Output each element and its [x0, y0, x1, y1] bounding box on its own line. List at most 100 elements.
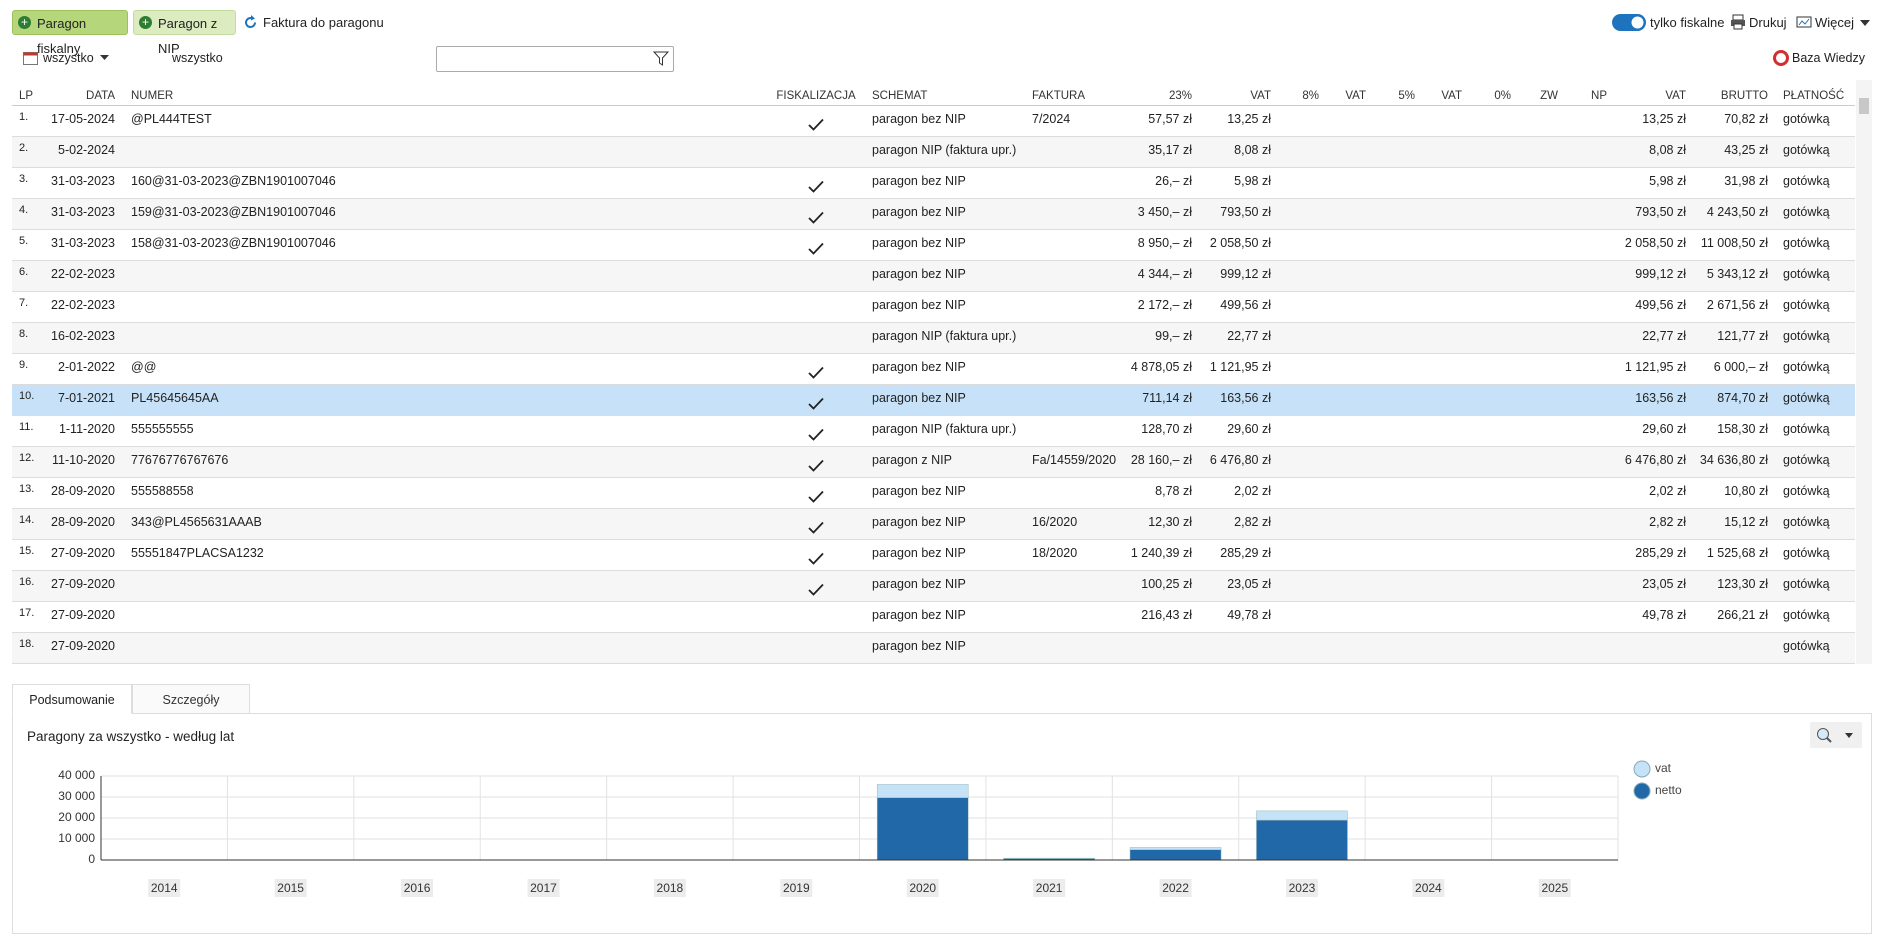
table-row[interactable]: 16. 27-09-2020 paragon bez NIP 100,25 zł 23,…: [12, 571, 1855, 602]
cell: 11-10-2020: [51, 453, 115, 467]
table-row[interactable]: 13. 28-09-2020 555588558 paragon bez NIP 8,7…: [12, 478, 1855, 509]
cell: 49,78 zł: [1227, 608, 1271, 622]
cell: @@: [131, 360, 157, 374]
cell: gotówką: [1783, 267, 1830, 281]
column-header: VAT: [1665, 90, 1686, 102]
button[interactable]: + Paragon z NIP: [133, 10, 236, 56]
cell: 285,29 zł: [1635, 546, 1686, 560]
cell: 28 160,– zł: [1130, 453, 1192, 467]
table-row[interactable]: 7. 22-02-2023 paragon bez NIP 2 172,– zł 499…: [12, 292, 1855, 323]
table-row[interactable]: 8. 16-02-2023 paragon NIP (faktura upr.) 99…: [12, 323, 1855, 354]
table-row[interactable]: 9. 2-01-2022 @@ paragon bez NIP 4 878,05 zł 1…: [12, 354, 1855, 385]
cell: 4.: [19, 204, 29, 216]
cell: 28-09-2020: [51, 484, 115, 498]
x-tick-label: 2015: [277, 881, 304, 895]
button[interactable]: Drukuj: [1749, 15, 1787, 30]
x-tick-label: 2025: [1541, 881, 1568, 895]
table-row[interactable]: 2. 5-02-2024 paragon NIP (faktura upr.) 35,…: [12, 137, 1855, 168]
table-row[interactable]: 15. 27-09-2020 55551847PLACSA1232 paragon b…: [12, 540, 1855, 571]
table-row[interactable]: 4. 31-03-2023 159@31-03-2023@ZBN1901007046…: [12, 199, 1855, 230]
legend-label: netto: [1655, 783, 1682, 797]
cell: paragon bez NIP: [872, 639, 966, 653]
period-select[interactable]: wszystko: [43, 51, 94, 65]
cell: 159@31-03-2023@ZBN1901007046: [131, 205, 336, 219]
x-tick-bg: [1412, 879, 1445, 897]
cell: 31-03-2023: [51, 236, 115, 250]
check-icon: [808, 583, 824, 596]
help-link[interactable]: Baza Wiedzy: [1792, 51, 1865, 65]
panel: [12, 713, 1872, 934]
table-row[interactable]: 12. 11-10-2020 77676776767676 paragon z NIP…: [12, 447, 1855, 478]
table-row[interactable]: 14. 28-09-2020 343@PL4565631AAAB paragon be…: [12, 509, 1855, 540]
cell: 31,98 zł: [1724, 174, 1768, 188]
cell: 555588558: [131, 484, 194, 498]
table-row[interactable]: 17. 27-09-2020 paragon bez NIP 216,43 zł 49,…: [12, 602, 1855, 633]
x-tick-label: 2021: [1036, 881, 1063, 895]
cell: @PL444TEST: [131, 112, 212, 126]
cell: 285,29 zł: [1220, 546, 1271, 560]
cell: gotówką: [1783, 174, 1830, 188]
cell: paragon bez NIP: [872, 174, 966, 188]
cell: gotówką: [1783, 577, 1830, 591]
cell: 5-02-2024: [58, 143, 115, 157]
link[interactable]: Faktura do paragonu: [263, 15, 384, 30]
cell: gotówką: [1783, 236, 1830, 250]
toggle[interactable]: [1612, 14, 1646, 31]
button[interactable]: Więcej: [1815, 15, 1855, 30]
table-row[interactable]: 3. 31-03-2023 160@31-03-2023@ZBN1901007046…: [12, 168, 1855, 199]
cell: 121,77 zł: [1717, 329, 1768, 343]
table-row[interactable]: 6. 22-02-2023 paragon bez NIP 4 344,– zł 999…: [12, 261, 1855, 292]
cell: 12.: [19, 452, 35, 464]
table-row[interactable]: 10. 7-01-2021 PL45645645AA paragon bez NIP 7…: [12, 385, 1855, 416]
column-header: FISKALIZACJA: [776, 90, 856, 102]
button-label: Paragon z NIP: [158, 16, 218, 56]
tab[interactable]: Podsumowanie: [12, 684, 132, 714]
cell: 2 058,50 zł: [1624, 236, 1686, 250]
cell: 1 121,95 zł: [1624, 360, 1686, 374]
cell: 10,80 zł: [1724, 484, 1768, 498]
x-tick-label: 2019: [783, 881, 810, 895]
check-icon: [808, 366, 824, 379]
cell: 16/2020: [1032, 515, 1078, 529]
cell: 499,56 zł: [1220, 298, 1271, 312]
calendar-icon: [23, 52, 38, 65]
search-box[interactable]: [436, 46, 674, 72]
cell: 26,– zł: [1155, 174, 1192, 188]
cell: gotówką: [1783, 639, 1830, 653]
cell: 3 450,– zł: [1137, 205, 1192, 219]
column-header: 23%: [1168, 90, 1192, 102]
cell: 7-01-2021: [58, 391, 115, 405]
table-row[interactable]: 18. 27-09-2020 paragon bez NIP gotówką: [12, 633, 1855, 664]
bar: [876, 784, 969, 798]
tab[interactable]: Szczegóły: [132, 684, 250, 714]
button[interactable]: + Paragon fiskalny: [12, 10, 128, 56]
cell: 15.: [19, 545, 35, 557]
scrollbar[interactable]: [1856, 80, 1872, 664]
cell: 158@31-03-2023@ZBN1901007046: [131, 236, 336, 250]
column-header: 5%: [1398, 90, 1415, 102]
cell: 14.: [19, 514, 35, 526]
zoom-button[interactable]: [1810, 722, 1862, 748]
cell: 123,30 zł: [1717, 577, 1768, 591]
cell: 1-11-2020: [58, 422, 115, 436]
cell: 3.: [19, 173, 29, 185]
y-tick-label: 0: [88, 852, 95, 866]
check-icon: [808, 242, 824, 255]
legend-swatch: [1633, 782, 1651, 800]
cell: 22,77 zł: [1642, 329, 1686, 343]
cell: 1.: [19, 111, 29, 123]
cell: 2,82 zł: [1234, 515, 1271, 529]
x-tick-label: 2023: [1289, 881, 1316, 895]
cell: 6 000,– zł: [1713, 360, 1768, 374]
x-tick-bg: [401, 879, 434, 897]
cell: 29,60 zł: [1642, 422, 1686, 436]
y-tick-label: 30 000: [58, 789, 95, 803]
cell: gotówką: [1783, 298, 1830, 312]
check-icon: [808, 521, 824, 534]
table-row[interactable]: 5. 31-03-2023 158@31-03-2023@ZBN1901007046…: [12, 230, 1855, 261]
table-row[interactable]: 11. 1-11-2020 555555555 paragon NIP (faktur…: [12, 416, 1855, 447]
table-row[interactable]: 1. 17-05-2024 @PL444TEST paragon bez NIP 7/2…: [12, 106, 1855, 137]
column-header: VAT: [1441, 90, 1462, 102]
cell: paragon bez NIP: [872, 112, 966, 126]
cell: 2-01-2022: [58, 360, 115, 374]
